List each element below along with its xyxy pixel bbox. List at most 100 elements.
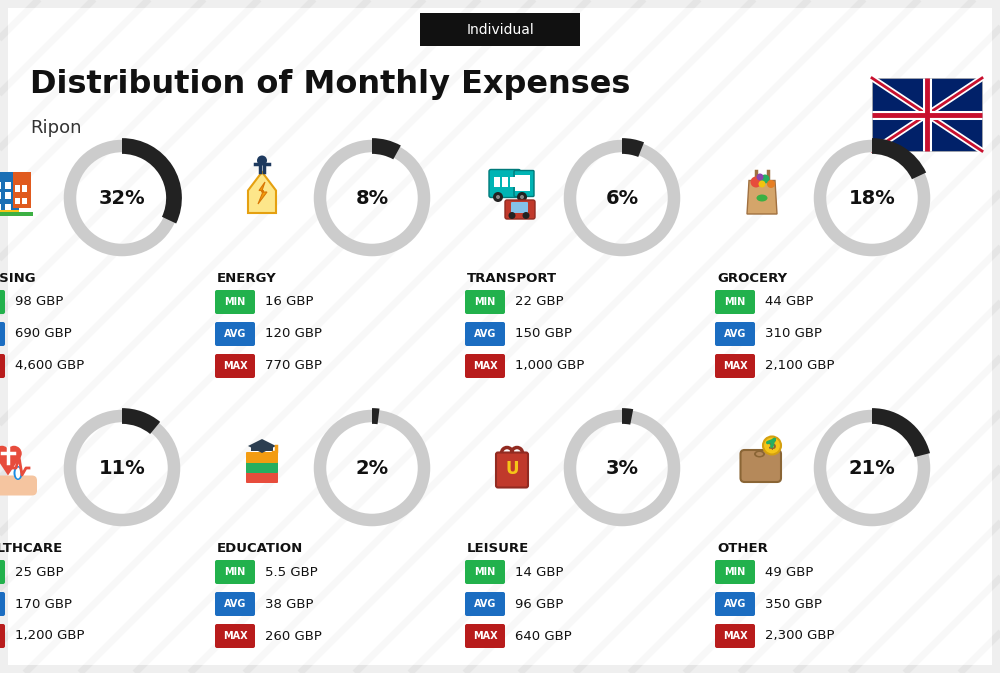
Text: AVG: AVG: [474, 329, 496, 339]
Text: 150 GBP: 150 GBP: [515, 328, 572, 341]
Text: MIN: MIN: [474, 567, 496, 577]
Polygon shape: [0, 456, 20, 476]
FancyBboxPatch shape: [215, 290, 255, 314]
FancyBboxPatch shape: [246, 472, 278, 483]
Text: 1,200 GBP: 1,200 GBP: [15, 629, 84, 643]
Text: MIN: MIN: [474, 297, 496, 307]
Text: MAX: MAX: [723, 631, 747, 641]
Circle shape: [759, 180, 766, 188]
Circle shape: [257, 155, 267, 166]
Text: Ripon: Ripon: [30, 119, 82, 137]
FancyBboxPatch shape: [715, 322, 755, 346]
Text: 2,100 GBP: 2,100 GBP: [765, 359, 835, 372]
Text: 260 GBP: 260 GBP: [265, 629, 322, 643]
FancyBboxPatch shape: [420, 13, 580, 46]
Ellipse shape: [16, 468, 20, 479]
Text: 96 GBP: 96 GBP: [515, 598, 563, 610]
Wedge shape: [872, 138, 926, 179]
Text: 22 GBP: 22 GBP: [515, 295, 564, 308]
FancyBboxPatch shape: [0, 354, 5, 378]
FancyBboxPatch shape: [741, 450, 781, 482]
FancyBboxPatch shape: [502, 177, 508, 187]
FancyBboxPatch shape: [215, 354, 255, 378]
Text: 170 GBP: 170 GBP: [15, 598, 72, 610]
Text: 350 GBP: 350 GBP: [765, 598, 822, 610]
Wedge shape: [122, 138, 182, 223]
Text: 640 GBP: 640 GBP: [515, 629, 572, 643]
FancyBboxPatch shape: [22, 185, 27, 192]
Text: MIN: MIN: [224, 297, 246, 307]
FancyBboxPatch shape: [0, 172, 19, 214]
FancyBboxPatch shape: [22, 197, 27, 204]
Text: OTHER: OTHER: [717, 542, 768, 555]
Text: 98 GBP: 98 GBP: [15, 295, 63, 308]
Text: Distribution of Monthly Expenses: Distribution of Monthly Expenses: [30, 69, 630, 100]
Circle shape: [517, 192, 527, 202]
FancyBboxPatch shape: [8, 8, 992, 665]
FancyBboxPatch shape: [715, 354, 755, 378]
Text: 310 GBP: 310 GBP: [765, 328, 822, 341]
Text: 2,300 GBP: 2,300 GBP: [765, 629, 835, 643]
FancyBboxPatch shape: [15, 197, 20, 204]
FancyBboxPatch shape: [5, 182, 11, 188]
Text: 14 GBP: 14 GBP: [515, 565, 564, 579]
Polygon shape: [747, 180, 777, 214]
Text: 1,000 GBP: 1,000 GBP: [515, 359, 584, 372]
Text: 38 GBP: 38 GBP: [265, 598, 314, 610]
FancyBboxPatch shape: [0, 213, 33, 215]
FancyBboxPatch shape: [715, 592, 755, 616]
Text: 11%: 11%: [99, 458, 145, 478]
Circle shape: [522, 212, 529, 219]
Text: 690 GBP: 690 GBP: [15, 328, 72, 341]
Ellipse shape: [756, 452, 763, 456]
FancyBboxPatch shape: [715, 624, 755, 648]
Text: 21%: 21%: [849, 458, 895, 478]
Text: 32%: 32%: [99, 188, 145, 207]
FancyBboxPatch shape: [0, 624, 5, 648]
Wedge shape: [372, 408, 380, 424]
Text: $: $: [768, 439, 776, 452]
Text: AVG: AVG: [724, 599, 746, 609]
Circle shape: [520, 195, 524, 199]
FancyBboxPatch shape: [0, 322, 5, 346]
Text: 2%: 2%: [355, 458, 389, 478]
Text: 25 GBP: 25 GBP: [15, 565, 64, 579]
Wedge shape: [872, 408, 930, 457]
FancyBboxPatch shape: [0, 476, 37, 495]
FancyBboxPatch shape: [215, 560, 255, 584]
Text: MAX: MAX: [223, 361, 247, 371]
Text: 8%: 8%: [355, 188, 389, 207]
FancyBboxPatch shape: [496, 452, 528, 487]
Text: 4,600 GBP: 4,600 GBP: [15, 359, 84, 372]
FancyBboxPatch shape: [215, 624, 255, 648]
Circle shape: [757, 174, 764, 180]
Text: HOUSING: HOUSING: [0, 272, 37, 285]
Text: 44 GBP: 44 GBP: [765, 295, 813, 308]
FancyBboxPatch shape: [215, 592, 255, 616]
Text: MAX: MAX: [723, 361, 747, 371]
Text: MAX: MAX: [223, 631, 247, 641]
Text: 770 GBP: 770 GBP: [265, 359, 322, 372]
Circle shape: [496, 195, 500, 199]
FancyBboxPatch shape: [872, 78, 982, 151]
Text: MIN: MIN: [724, 297, 746, 307]
Text: 49 GBP: 49 GBP: [765, 565, 813, 579]
FancyBboxPatch shape: [15, 185, 20, 192]
Text: 3%: 3%: [606, 458, 639, 478]
Polygon shape: [248, 439, 276, 453]
Text: HEALTHCARE: HEALTHCARE: [0, 542, 63, 555]
FancyBboxPatch shape: [515, 176, 530, 190]
FancyBboxPatch shape: [5, 192, 11, 199]
Ellipse shape: [757, 194, 768, 201]
Circle shape: [767, 180, 775, 188]
Text: ENERGY: ENERGY: [217, 272, 277, 285]
FancyBboxPatch shape: [215, 322, 255, 346]
FancyBboxPatch shape: [5, 203, 11, 211]
Text: MIN: MIN: [724, 567, 746, 577]
Text: 18%: 18%: [849, 188, 895, 207]
FancyBboxPatch shape: [465, 290, 505, 314]
Text: EDUCATION: EDUCATION: [217, 542, 303, 555]
Text: TRANSPORT: TRANSPORT: [467, 272, 557, 285]
Circle shape: [751, 176, 762, 188]
Wedge shape: [122, 408, 160, 434]
